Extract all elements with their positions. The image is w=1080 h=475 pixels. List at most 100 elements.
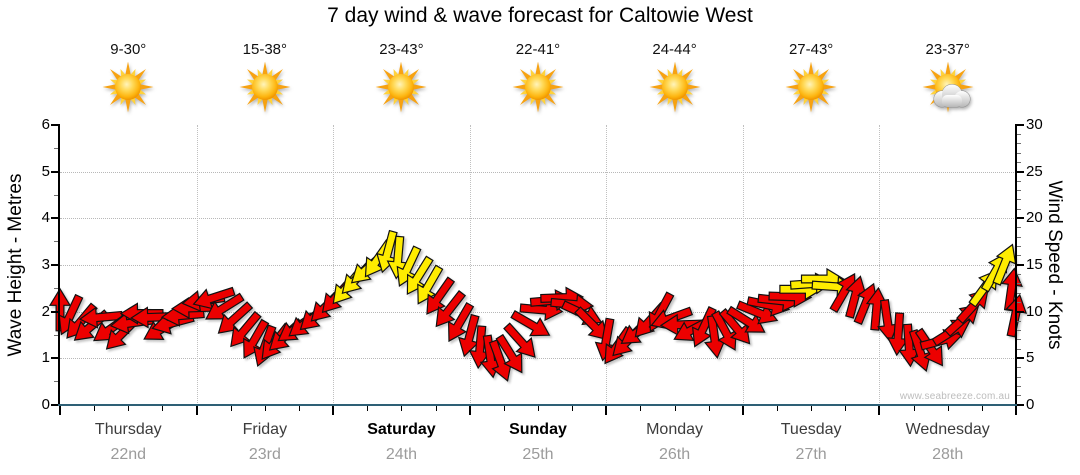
- axis-tick: [741, 406, 744, 415]
- axis-tick: [401, 406, 403, 411]
- axis-tick: [1017, 236, 1021, 238]
- day-date: 24th: [385, 446, 417, 463]
- wind-arrow: [217, 301, 254, 334]
- wind-arrow: [495, 333, 523, 374]
- axis-tick: [128, 406, 130, 411]
- axis-tick: [1017, 255, 1021, 257]
- wind-arrow: [78, 306, 123, 329]
- tick-label: 0: [41, 396, 50, 413]
- axis-tick: [51, 170, 58, 173]
- axis-tick: [1017, 143, 1021, 145]
- axis-tick: [1017, 227, 1021, 229]
- axis-tick: [1017, 367, 1021, 369]
- wind-arrow: [426, 276, 456, 315]
- axis-tick: [1017, 292, 1021, 294]
- tick-label: 10: [1026, 302, 1043, 320]
- plot-area: www.seabreeze.com.au: [48, 125, 1028, 405]
- axis-tick: [674, 406, 676, 411]
- wind-arrow: [48, 287, 72, 332]
- axis-tick: [1017, 170, 1024, 173]
- gridline-vertical: [606, 125, 608, 405]
- axis-tick: [1017, 348, 1021, 350]
- axis-tick: [640, 406, 642, 411]
- axis-tick: [1017, 152, 1021, 154]
- gridline-vertical: [196, 125, 198, 405]
- axis-tick: [1017, 245, 1021, 247]
- axis-tick: [1017, 339, 1021, 341]
- axis-tick: [162, 406, 164, 411]
- sun-icon: [374, 61, 428, 116]
- axis-tick: [1017, 283, 1021, 285]
- wind-arrow: [574, 306, 609, 341]
- day-date: 25th: [522, 446, 554, 463]
- axis-tick: [1017, 208, 1021, 210]
- left-axis-title: Wave Height - Metres: [5, 173, 26, 357]
- axis-tick: [503, 406, 505, 411]
- temp-label: 27-43°: [788, 41, 834, 58]
- axis-tick: [1017, 180, 1021, 182]
- axis-tick: [54, 147, 58, 149]
- page-title: 7 day wind & wave forecast for Caltowie …: [327, 4, 753, 27]
- tick-label: 4: [41, 209, 50, 227]
- day-name: Saturday: [367, 421, 436, 438]
- temp-label: 22-41°: [515, 41, 561, 58]
- gridline-vertical: [469, 125, 471, 405]
- day-date: 27th: [795, 446, 827, 463]
- axis-tick: [1017, 124, 1024, 126]
- day-name: Sunday: [509, 421, 567, 438]
- day-name: Tuesday: [780, 421, 842, 438]
- tick-label: 6: [41, 116, 50, 133]
- gridline-vertical: [879, 125, 881, 405]
- axis-tick: [468, 406, 471, 415]
- axis-tick: [51, 404, 58, 406]
- sun-icon: [511, 61, 565, 116]
- axis-tick: [538, 406, 539, 411]
- right-axis-line: [1015, 124, 1017, 406]
- axis-tick: [332, 406, 335, 415]
- wind-arrow: [510, 310, 551, 337]
- axis-tick: [51, 357, 58, 360]
- axis-tick: [195, 406, 198, 415]
- axis-tick: [811, 406, 813, 411]
- axis-tick: [59, 406, 61, 415]
- axis-tick: [51, 310, 58, 313]
- day-date: 22nd: [110, 446, 147, 463]
- tick-label: 0: [1026, 396, 1035, 413]
- axis-tick: [572, 406, 574, 411]
- axis-tick: [54, 334, 58, 336]
- wind-arrow: [992, 243, 1017, 286]
- day-date: 23rd: [248, 446, 281, 463]
- gridline-horizontal: [60, 171, 1016, 173]
- axis-tick: [299, 406, 300, 411]
- sun-icon: [238, 61, 292, 116]
- axis-tick: [94, 406, 96, 411]
- axis-tick: [878, 406, 881, 415]
- right-axis-title: Wind Speed - Knots: [1044, 180, 1065, 350]
- temp-label: 15-38°: [242, 41, 288, 58]
- axis-tick: [51, 264, 58, 266]
- tick-label: 5: [1026, 349, 1035, 367]
- axis-tick: [605, 406, 608, 415]
- axis-tick: [1017, 217, 1024, 220]
- axis-tick: [1017, 320, 1021, 322]
- temp-label: 9-30°: [110, 41, 147, 58]
- axis-tick: [708, 406, 710, 411]
- day-name: Thursday: [94, 421, 162, 438]
- day-name: Wednesday: [905, 421, 990, 438]
- tick-label: 3: [41, 256, 50, 273]
- wind-arrows-layer: [48, 229, 1028, 382]
- axis-tick: [1017, 189, 1021, 191]
- axis-tick: [1017, 273, 1021, 275]
- axis-tick: [1017, 376, 1021, 378]
- axis-tick: [1015, 406, 1017, 415]
- tick-label: 5: [41, 162, 50, 180]
- axis-tick: [264, 406, 266, 411]
- axis-tick: [1017, 385, 1021, 387]
- tick-label: 25: [1026, 162, 1043, 180]
- wind-arrow: [230, 310, 262, 348]
- axis-tick: [54, 194, 58, 196]
- axis-tick: [1017, 264, 1024, 266]
- gridline-horizontal: [60, 358, 1016, 360]
- axis-tick: [1017, 310, 1024, 313]
